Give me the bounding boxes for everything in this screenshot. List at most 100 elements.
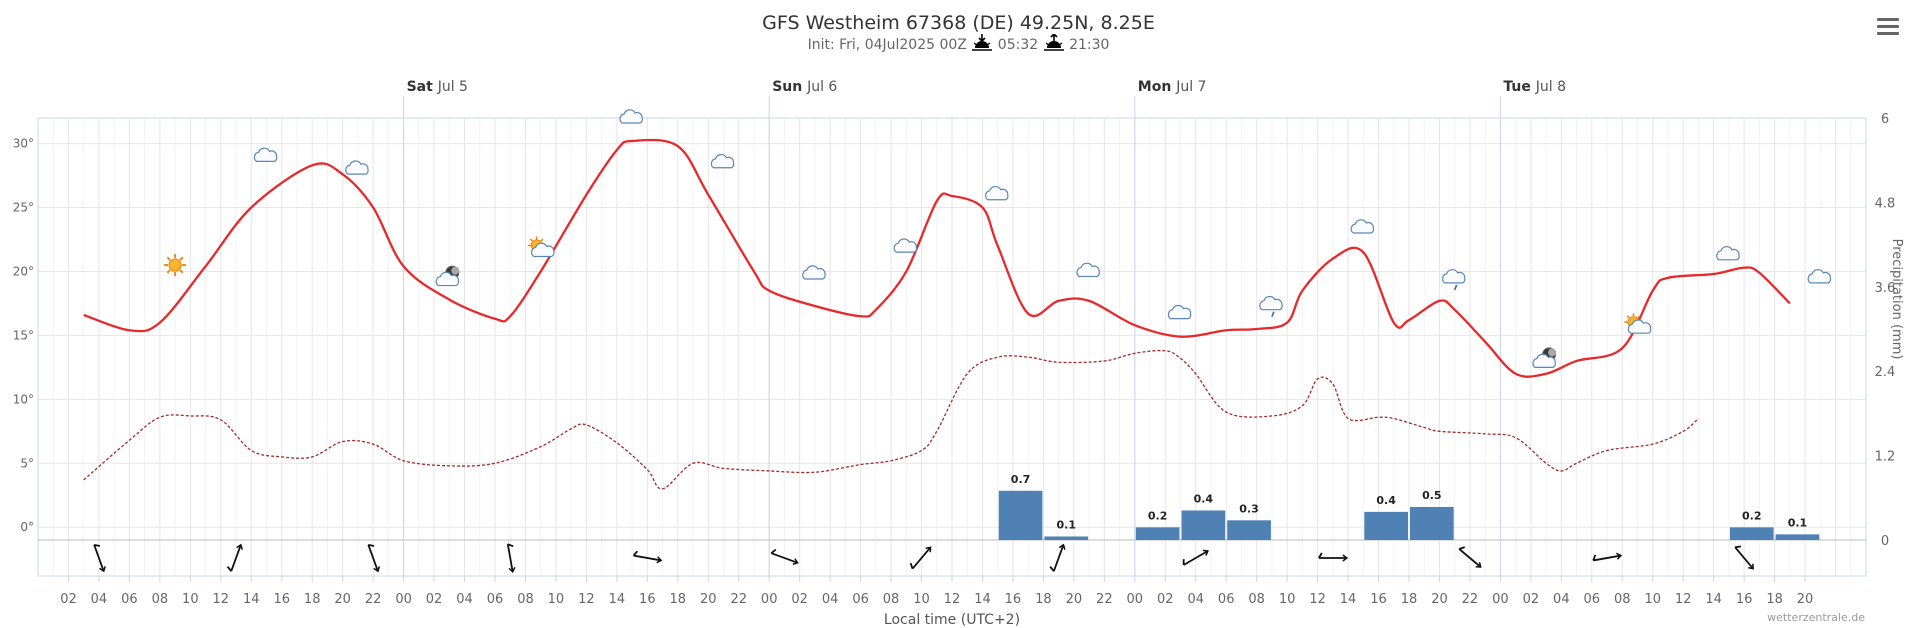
x-tick-label: 20 (1431, 592, 1448, 607)
precip-bar-label: 0.4 (1194, 492, 1214, 505)
cloud-icon (893, 238, 918, 253)
x-tick-label: 12 (578, 592, 595, 607)
precip-bar (1181, 510, 1226, 540)
x-tick-label: 20 (1797, 592, 1814, 607)
x-tick-label: 10 (1644, 592, 1661, 607)
cloud-icon (1716, 246, 1740, 261)
x-tick-label: 16 (273, 592, 290, 607)
x-tick-label: 18 (1766, 592, 1783, 607)
x-tick-label: 18 (304, 592, 321, 607)
sun-cloud-icon (527, 236, 555, 258)
x-tick-label: 10 (548, 592, 565, 607)
credit-label: wetterzentrale.de (1767, 611, 1865, 624)
y2-tick-label: 4.8 (1875, 196, 1896, 211)
x-tick-label: 14 (1340, 592, 1357, 607)
x-tick-label: 18 (1401, 592, 1418, 607)
precip-bar-label: 0.5 (1422, 489, 1442, 502)
wind-barb (1734, 545, 1754, 570)
cloud-icon (985, 185, 1009, 201)
wind-barb (506, 543, 516, 574)
x-tick-label: 18 (670, 592, 687, 607)
sunset-time: 21:30 (1069, 37, 1110, 53)
wind-barb (770, 548, 799, 565)
x-tick-label: 08 (1614, 592, 1631, 607)
x-tick-label: 02 (60, 592, 77, 607)
x-tick-label: 08 (883, 592, 900, 607)
x-tick-label: 08 (517, 592, 534, 607)
precip-bar-label: 0.1 (1788, 516, 1808, 529)
x-axis-title: Local time (UTC+2) (884, 612, 1020, 628)
x-tick-label: 00 (1492, 592, 1509, 607)
cloud-icon (619, 109, 643, 124)
day-label: Mon Jul 7 (1138, 79, 1207, 95)
sunrise-time: 05:32 (997, 37, 1039, 53)
y-tick-label: 30° (13, 137, 34, 151)
rain-cloud-icon (1442, 269, 1466, 291)
x-tick-label: 14 (974, 592, 991, 607)
x-tick-label: 22 (1096, 592, 1113, 607)
day-label: Tue Jul 8 (1503, 79, 1566, 95)
x-tick-label: 04 (91, 592, 108, 607)
x-tick-label: 18 (1035, 592, 1052, 607)
x-tick-label: 22 (365, 592, 382, 607)
x-tick-label: 02 (791, 592, 808, 607)
x-tick-label: 02 (1157, 592, 1174, 607)
x-tick-label: 12 (944, 592, 961, 607)
x-tick-label: 12 (213, 592, 230, 607)
precip-bar-label: 0.2 (1148, 509, 1168, 522)
precip-bar (1227, 520, 1271, 540)
sun-icon (164, 254, 187, 277)
wind-barb (909, 546, 932, 570)
x-tick-label: 20 (700, 592, 717, 607)
cloud-icon (1076, 262, 1100, 278)
precip-bar-label: 0.2 (1742, 509, 1762, 522)
x-tick-label: 20 (1066, 592, 1083, 607)
x-tick-label: 10 (913, 592, 930, 607)
x-tick-label: 10 (1279, 592, 1296, 607)
x-tick-label: 14 (1705, 592, 1722, 607)
cloud-icon (253, 147, 278, 162)
precip-bar (1364, 511, 1408, 540)
chart-subtitle: Init: Fri, 04Jul2025 00Z 05:32 21:30 (0, 32, 1917, 53)
wind-barb (1049, 543, 1066, 572)
x-tick-label: 00 (1127, 592, 1144, 607)
y2-tick-label: 6 (1881, 112, 1889, 127)
x-tick-label: 06 (121, 592, 138, 607)
chart-title: GFS Westheim 67368 (DE) 49.25N, 8.25E (762, 12, 1155, 34)
x-tick-label: 20 (334, 592, 351, 607)
x-tick-label: 12 (1309, 592, 1326, 607)
x-tick-label: 12 (1675, 592, 1692, 607)
precip-bar (1729, 527, 1774, 540)
x-tick-label: 22 (730, 592, 747, 607)
plot-border (37, 117, 1867, 577)
sunrise-icon (972, 34, 993, 51)
x-tick-label: 16 (1005, 592, 1022, 607)
x-tick-label: 14 (609, 592, 626, 607)
wind-barb (1458, 546, 1482, 568)
precip-bar (998, 490, 1043, 540)
x-tick-label: 08 (152, 592, 169, 607)
x-tick-label: 10 (182, 592, 199, 607)
cloud-icon (1350, 219, 1375, 234)
cloud-icon (345, 160, 369, 175)
y2-tick-label: 1.2 (1875, 450, 1896, 465)
x-tick-label: 08 (1248, 592, 1265, 607)
y2-tick-label: 3.6 (1875, 281, 1896, 296)
day-label: Sat Jul 5 (407, 79, 468, 95)
x-tick-label: 22 (1462, 592, 1479, 607)
x-tick-label: 00 (395, 592, 412, 607)
x-tick-label: 04 (456, 592, 473, 607)
x-tick-label: 00 (761, 592, 778, 607)
y2-tick-label: 2.4 (1875, 365, 1896, 380)
y-tick-label: 5° (20, 456, 34, 470)
precip-bar (1044, 536, 1089, 540)
y-tick-label: 25° (13, 201, 34, 215)
wind-barb (1318, 552, 1349, 562)
wind-barb (93, 543, 106, 573)
hamburger-menu-icon[interactable] (1877, 18, 1899, 36)
x-tick-label: 02 (1523, 592, 1540, 607)
dewpoint-line (83, 349, 1699, 490)
moon-cloud-icon (435, 265, 460, 287)
